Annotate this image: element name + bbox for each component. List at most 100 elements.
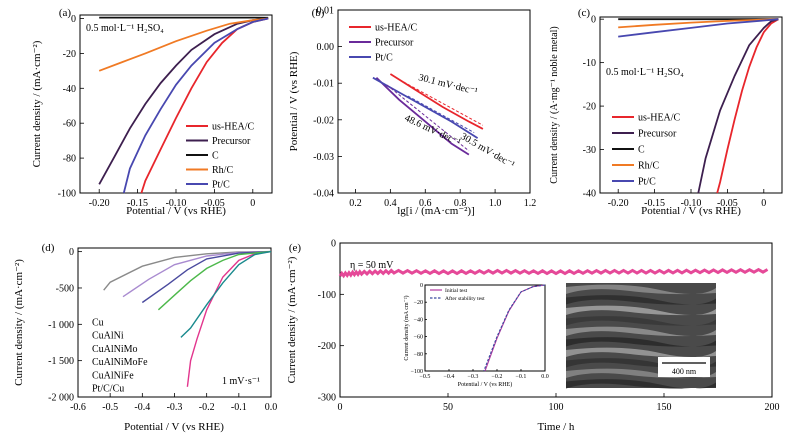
inset-background bbox=[402, 279, 554, 392]
panel-b: 0.2 0.4 0.6 0.8 1.0 1.2 0.01 0.00 -0.01 -0.02 -0.0… bbox=[288, 6, 536, 218]
panel-e: 0 50 100 150 200 0 -100 -200 -300 (e) η = 50 mV Cur… bbox=[286, 239, 780, 434]
slope-annotation: 30.1 mV·dec⁻¹ bbox=[417, 72, 478, 97]
series-precursor bbox=[697, 18, 779, 194]
x-tick-label: −0.1 bbox=[516, 374, 527, 380]
series-stability-trace bbox=[338, 267, 769, 279]
y-tick-label: -100 bbox=[318, 290, 336, 301]
y-tick-label: -1 500 bbox=[48, 356, 74, 367]
scale-bar-label: 400 nm bbox=[672, 367, 697, 376]
x-tick-label: -0.1 bbox=[231, 402, 247, 413]
x-tick-label: 0.4 bbox=[384, 198, 397, 209]
y-tick-label: -10 bbox=[583, 58, 596, 69]
y-axis-label: Current density / (mA·cm⁻²) bbox=[286, 256, 298, 383]
x-tick-label: −0.5 bbox=[420, 374, 431, 380]
y-tick-label: 0 bbox=[331, 239, 336, 250]
fit-line bbox=[386, 84, 470, 152]
sem-lamella bbox=[566, 347, 716, 358]
legend-label: Pt/C bbox=[212, 180, 230, 191]
sem-lamella bbox=[566, 358, 716, 368]
x-tick-label: -0.20 bbox=[608, 198, 629, 209]
legend-label: Rh/C bbox=[212, 165, 233, 176]
x-tick-label: 0 bbox=[761, 198, 766, 209]
x-tick-label: -0.5 bbox=[102, 402, 118, 413]
x-tick-label: 1.0 bbox=[489, 198, 502, 209]
inset-legend-label: After stability test bbox=[445, 295, 485, 302]
y-tick-label: -20 bbox=[583, 102, 596, 113]
y-tick-label: 0.00 bbox=[317, 42, 335, 53]
x-tick-label: 0.0 bbox=[541, 374, 549, 380]
panel-label: (e) bbox=[289, 242, 302, 254]
x-axis-label: Time / h bbox=[538, 421, 575, 433]
x-axis-label: lg[i / (mA·cm⁻²)] bbox=[397, 205, 475, 217]
legend-label: CuAlNi bbox=[92, 331, 124, 342]
x-tick-label: 0.0 bbox=[265, 402, 278, 413]
series-pt-c-cu bbox=[180, 250, 272, 338]
legend-label: Pt/C/Cu bbox=[92, 384, 124, 395]
y-tick-label: -60 bbox=[63, 119, 76, 130]
panel-c: -0.20 -0.15 -0.10 -0.05 0 0 -10 -20 -30 -40 (c) 0.5… bbox=[549, 7, 783, 217]
x-tick-label: -0.05 bbox=[717, 198, 738, 209]
annotation: 0.5 mol·L⁻¹ H₂SO₄ bbox=[86, 23, 164, 34]
legend-label: Rh/C bbox=[638, 161, 659, 172]
x-tick-label: −0.3 bbox=[468, 374, 479, 380]
legend-label: C bbox=[212, 151, 219, 162]
x-tick-label: 100 bbox=[549, 402, 564, 413]
sem-lamella bbox=[566, 326, 716, 337]
y-tick-label: 0 bbox=[69, 247, 74, 258]
x-tick-label: 0.2 bbox=[349, 198, 362, 209]
legend-label: CuAlNiFe bbox=[92, 370, 134, 381]
y-axis-label: Current density / (mA·cm⁻²) bbox=[13, 259, 25, 386]
x-tick-label: -0.10 bbox=[166, 198, 187, 209]
x-tick-label: 0.8 bbox=[454, 198, 467, 209]
inset-series-1 bbox=[483, 284, 546, 372]
x-tick-label: 50 bbox=[443, 402, 453, 413]
y-tick-label: -0.03 bbox=[313, 152, 334, 163]
inset-panel bbox=[402, 279, 554, 392]
y-tick-label: -80 bbox=[63, 154, 76, 165]
y-tick-label: −20 bbox=[414, 300, 423, 306]
x-tick-label: -0.15 bbox=[127, 198, 148, 209]
annotation: 0.5 mol·L⁻¹ H₂SO₄ bbox=[606, 67, 684, 78]
legend-label: C bbox=[638, 145, 645, 156]
series-pt-c bbox=[372, 76, 479, 139]
inset-y-axis-label: Current density (mA cm⁻²) bbox=[403, 295, 410, 360]
panel-label: (d) bbox=[42, 242, 55, 254]
y-tick-label: -300 bbox=[318, 393, 336, 404]
x-tick-label: -0.6 bbox=[70, 402, 86, 413]
y-tick-label: -0.02 bbox=[313, 115, 334, 126]
series-cualnimo bbox=[141, 250, 272, 304]
y-tick-label: -40 bbox=[63, 84, 76, 95]
sem-lamella bbox=[566, 368, 716, 379]
x-tick-label: -0.05 bbox=[204, 198, 225, 209]
inset-legend-label: Initial test bbox=[445, 288, 468, 294]
series-cualnife bbox=[157, 250, 272, 311]
y-tick-label: −80 bbox=[414, 352, 423, 358]
panel-a: -0.20 -0.15 -0.10 -0.05 0 0 -20 -40 -60 -80 -100 (a… bbox=[31, 7, 273, 217]
legend-label: us-HEA/C bbox=[375, 23, 418, 34]
y-tick-label: 0 bbox=[420, 283, 423, 289]
series-rh-c bbox=[98, 17, 269, 72]
legend-label: Pt/C bbox=[638, 177, 656, 188]
sem-lamella bbox=[566, 295, 716, 305]
x-tick-label: -0.15 bbox=[644, 198, 665, 209]
legend-label: us-HEA/C bbox=[212, 122, 255, 133]
legend-label: CuAlNiMoFe bbox=[92, 357, 148, 368]
y-tick-label: -200 bbox=[318, 341, 336, 352]
y-tick-label: −60 bbox=[414, 335, 423, 341]
annotation: η = 50 mV bbox=[350, 260, 394, 271]
series-precursor bbox=[375, 77, 470, 156]
y-tick-label: -100 bbox=[58, 189, 76, 200]
slope-annotation: 48.6 mV·dec⁻¹ bbox=[403, 113, 462, 149]
legend-label: Pt/C bbox=[375, 53, 393, 64]
x-tick-label: 0 bbox=[250, 198, 255, 209]
x-tick-label: 0.6 bbox=[419, 198, 432, 209]
scale-bar-box bbox=[658, 357, 710, 377]
series-cualnimofe bbox=[186, 250, 272, 387]
x-axis-label: Potential / V (vs RHE) bbox=[641, 205, 741, 217]
y-tick-label: 0 bbox=[71, 14, 76, 25]
x-tick-label: 1.2 bbox=[524, 198, 537, 209]
y-tick-label: -1 000 bbox=[48, 320, 74, 331]
sem-lamella bbox=[566, 316, 716, 326]
series-us-hea-c bbox=[389, 73, 484, 130]
